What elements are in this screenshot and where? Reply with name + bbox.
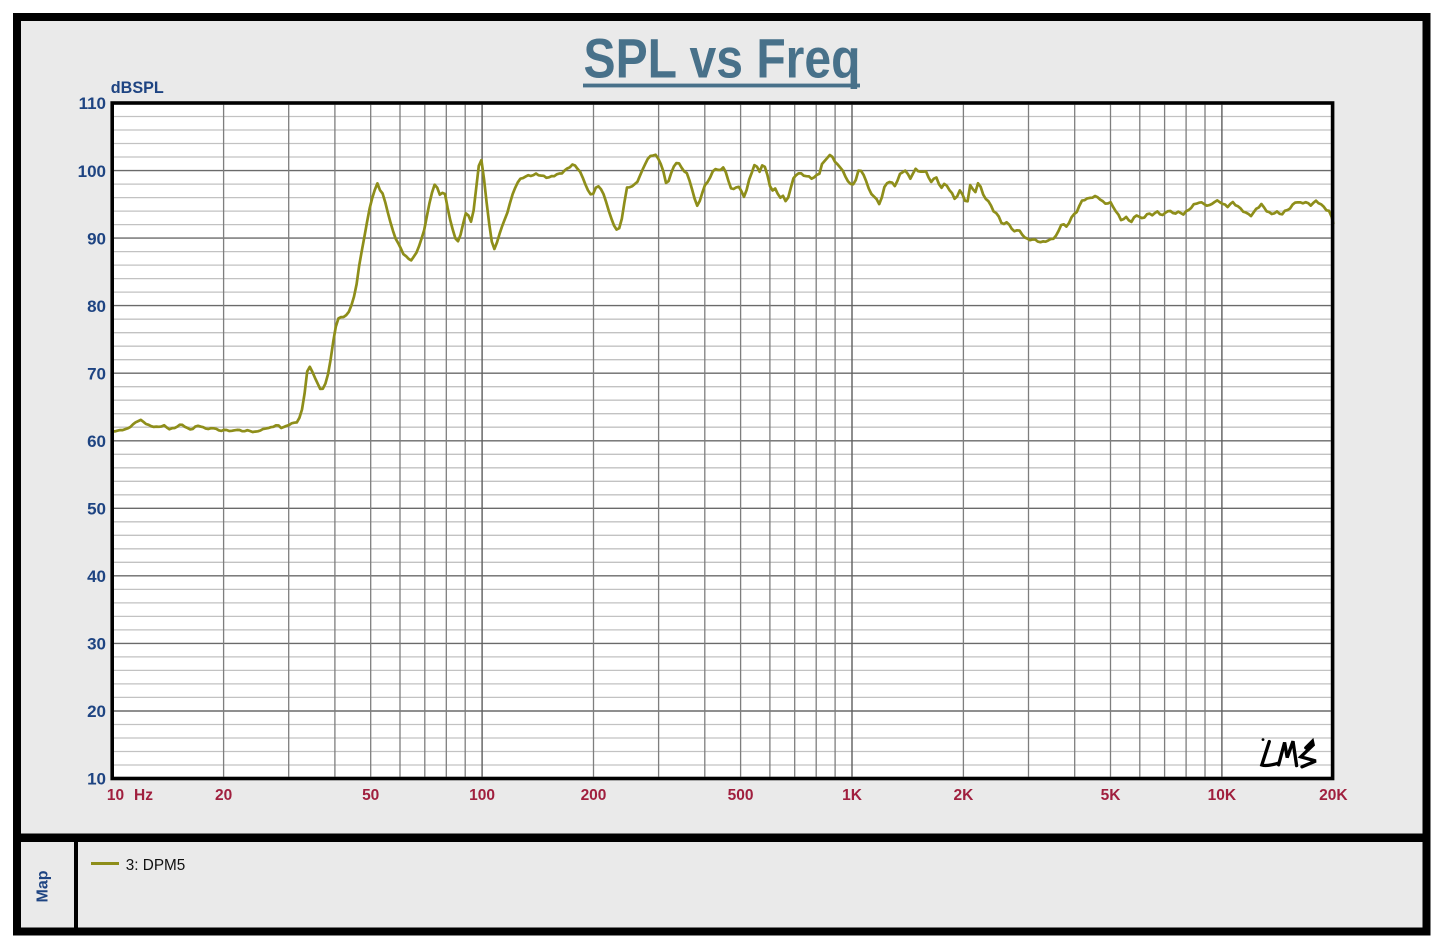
svg-text:10: 10 [107,787,124,804]
svg-text:Map: Map [35,870,52,902]
svg-text:110: 110 [79,94,106,113]
svg-text:200: 200 [581,787,607,804]
svg-text:20: 20 [87,702,106,721]
svg-text:1K: 1K [842,787,863,804]
svg-text:80: 80 [87,297,106,316]
svg-text:40: 40 [87,567,106,586]
svg-text:3: DPM5: 3: DPM5 [126,857,186,874]
svg-text:50: 50 [87,500,106,519]
svg-text:2K: 2K [953,787,974,804]
svg-text:20: 20 [215,787,232,804]
svg-text:10: 10 [87,770,106,789]
svg-text:Hz: Hz [134,787,153,804]
svg-text:100: 100 [469,787,495,804]
svg-text:60: 60 [87,432,106,451]
svg-text:5K: 5K [1101,787,1122,804]
svg-text:SPL vs Freq: SPL vs Freq [584,26,861,89]
svg-text:10K: 10K [1208,787,1237,804]
svg-text:90: 90 [87,229,106,248]
svg-text:50: 50 [362,787,379,804]
svg-text:20K: 20K [1319,787,1348,804]
svg-text:100: 100 [78,162,106,181]
svg-text:70: 70 [87,364,106,383]
svg-text:30: 30 [87,635,106,654]
svg-text:dBSPL: dBSPL [111,78,164,97]
svg-text:500: 500 [728,787,754,804]
